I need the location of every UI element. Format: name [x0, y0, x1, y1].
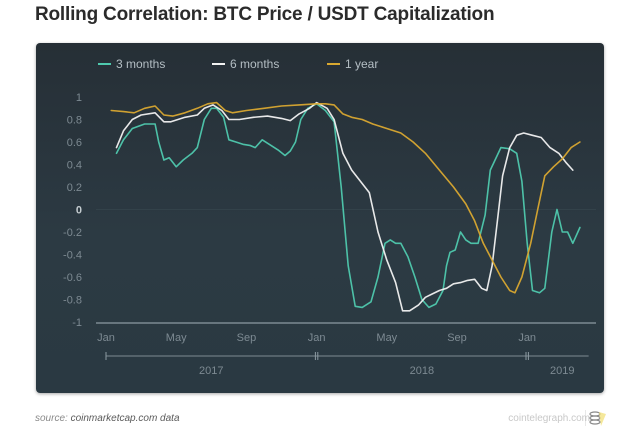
legend-swatch-6-months: [212, 63, 225, 65]
x-tick-label: Sep: [447, 332, 467, 344]
legend-item-1-year[interactable]: 1 year: [327, 57, 378, 71]
legend-label-6-months: 6 months: [230, 57, 280, 71]
legend-item-6-months[interactable]: 6 months: [212, 57, 279, 71]
y-tick-label: 1: [76, 92, 82, 104]
series-line-6-months: [115, 101, 574, 312]
chart-title: Rolling Correlation: BTC Price / USDT Ca…: [35, 4, 495, 25]
y-tick-label: -0.2: [63, 227, 82, 239]
legend-item-3-months[interactable]: 3 months: [98, 57, 165, 71]
x-tick-label: Sep: [237, 332, 257, 344]
source-text: coinmarketcap.com data: [70, 413, 180, 424]
x-tick-label: Jan: [308, 332, 326, 344]
x-tick-label: May: [376, 332, 397, 344]
legend-label-1-year: 1 year: [345, 57, 379, 71]
y-tick-label: -0.6: [63, 272, 82, 284]
y-tick-label: 0.6: [67, 137, 82, 149]
chart-panel: 3 months 6 months 1 year 1 0.8 0.6 0.4 0.2 0 -…: [36, 43, 604, 393]
source-note: source: coinmarketcap.com data: [35, 413, 180, 424]
y-tick-label: 0.2: [67, 182, 82, 194]
y-tick-label: 0: [76, 205, 82, 217]
y-tick-label: 0.8: [67, 115, 82, 127]
series-line-1-year: [110, 101, 581, 294]
chart-plot: 1 0.8 0.6 0.4 0.2 0 -0.2 -0.4 -0.6 -0.8 -1 Jan May Se…: [63, 92, 596, 377]
year-label: 2017: [199, 365, 223, 377]
x-tick-label: Jan: [97, 332, 115, 344]
legend-swatch-1-year: [327, 63, 340, 65]
series-line-3-months: [115, 103, 581, 309]
year-label: 2019: [550, 365, 574, 377]
legend-swatch-3-months: [98, 63, 111, 65]
year-label: 2018: [410, 365, 434, 377]
legend: 3 months 6 months 1 year: [36, 57, 604, 73]
x-tick-label: Jan: [518, 332, 536, 344]
source-prefix: source:: [35, 413, 68, 424]
brand-text: cointelegraph.com: [508, 413, 590, 424]
y-tick-label: -1: [72, 317, 82, 329]
x-tick-label: May: [166, 332, 187, 344]
y-tick-label: 0.4: [67, 160, 82, 172]
cointelegraph-logo-icon: [585, 410, 606, 426]
legend-label-3-months: 3 months: [116, 57, 166, 71]
y-tick-label: -0.4: [63, 250, 82, 262]
y-tick-label: -0.8: [63, 295, 82, 307]
